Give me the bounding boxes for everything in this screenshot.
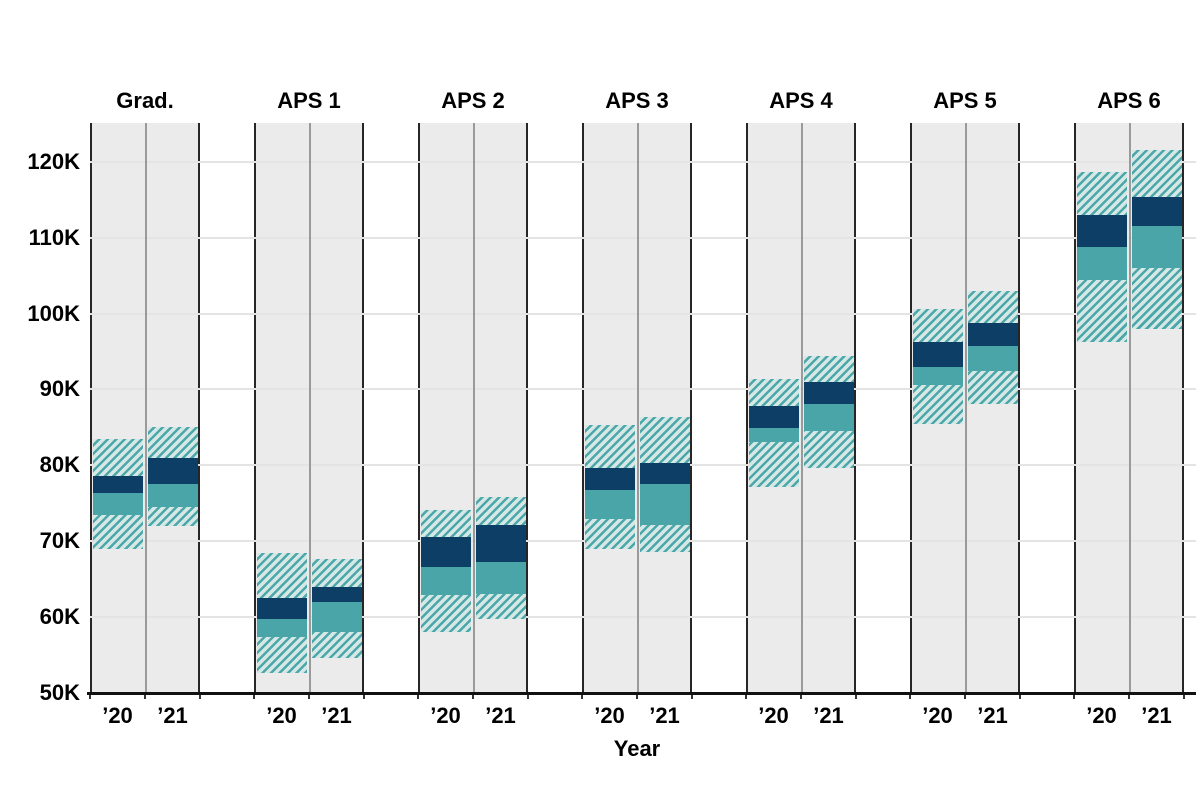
bar-aps-4-2021-upper-band <box>803 381 854 404</box>
y-tick-label-120K: 120K <box>27 148 80 174</box>
gridline-90K <box>90 388 1196 391</box>
bar-aps-5-2020-lower-band <box>912 367 963 385</box>
y-tick-label-60K: 60K <box>39 604 80 630</box>
x-tick-label-aps-1-2020: ’20 <box>266 703 297 728</box>
axis-tick-aps-6-2 <box>1183 694 1185 699</box>
bar-aps-1-2021-upper-band <box>311 586 362 602</box>
column-divider-aps-1 <box>308 123 311 693</box>
y-tick-label-50K: 50K <box>39 680 80 705</box>
bar-aps-1-2021-lower-band <box>311 601 362 633</box>
axis-tick-grad-1 <box>144 694 146 699</box>
y-tick-label-110K: 110K <box>28 224 80 250</box>
axis-tick-aps-3-2 <box>691 694 693 699</box>
bar-grad-2020-lower-band <box>92 492 143 515</box>
bar-aps-3-2020-upper-band <box>584 467 635 490</box>
x-tick-label-aps-1-2021: ’21 <box>321 703 352 728</box>
group-label-aps-1: APS 1 <box>277 88 341 113</box>
gridline-120K <box>90 160 1196 163</box>
bar-grad-2021-upper-band <box>147 457 198 484</box>
x-tick-label-aps-4-2020: ’20 <box>758 703 789 728</box>
group-label-aps-4: APS 4 <box>769 88 833 113</box>
x-tick-label-grad-2020: ’20 <box>102 703 133 728</box>
axis-tick-grad-2 <box>199 694 201 699</box>
gridline-110K <box>90 236 1196 239</box>
axis-tick-aps-6-1 <box>1128 694 1130 699</box>
bar-aps-5-2021-upper-band <box>967 322 1018 347</box>
axis-tick-aps-1-2 <box>363 694 365 699</box>
axis-tick-aps-4-0 <box>745 694 747 699</box>
gridline-100K <box>90 312 1196 315</box>
bar-grad-2021-lower-band <box>147 483 198 508</box>
y-tick-label-70K: 70K <box>39 528 80 554</box>
axis-tick-aps-3-1 <box>636 694 638 699</box>
x-tick-label-aps-4-2021: ’21 <box>813 703 844 728</box>
axis-tick-aps-2-0 <box>417 694 419 699</box>
bar-aps-6-2021-upper-band <box>1131 196 1182 227</box>
y-tick-label-80K: 80K <box>39 452 80 478</box>
axis-tick-aps-4-1 <box>800 694 802 699</box>
bar-aps-2-2021-upper-band <box>475 525 526 562</box>
bar-aps-5-2020-upper-band <box>912 341 963 368</box>
x-axis-title: Year <box>613 736 661 761</box>
x-axis-line <box>87 691 1196 695</box>
y-tick-label-90K: 90K <box>39 376 80 402</box>
axis-tick-aps-5-2 <box>1019 694 1021 699</box>
y-tick-label-100K: 100K <box>27 300 80 326</box>
column-divider-aps-3 <box>636 123 639 693</box>
x-tick-label-aps-3-2020: ’20 <box>594 703 625 728</box>
column-divider-aps-2 <box>472 123 475 693</box>
x-tick-label-aps-6-2021: ’21 <box>1141 703 1172 728</box>
bar-aps-6-2020-lower-band <box>1076 246 1127 281</box>
bar-aps-5-2021-lower-band <box>967 346 1018 372</box>
column-divider-aps-4 <box>800 123 803 693</box>
bar-aps-3-2020-lower-band <box>584 489 635 520</box>
column-divider-aps-5 <box>964 123 967 693</box>
bar-aps-4-2021-lower-band <box>803 403 854 432</box>
column-divider-grad <box>144 123 147 693</box>
x-tick-label-aps-5-2021: ’21 <box>977 703 1008 728</box>
bar-aps-2-2020-upper-band <box>420 536 471 567</box>
axis-tick-aps-5-0 <box>909 694 911 699</box>
column-divider-aps-6 <box>1128 123 1131 693</box>
bar-aps-2-2020-lower-band <box>420 567 471 596</box>
bar-aps-1-2020-upper-band <box>256 598 307 619</box>
x-tick-label-grad-2021: ’21 <box>157 703 188 728</box>
bar-aps-1-2020-lower-band <box>256 618 307 637</box>
x-tick-label-aps-2-2020: ’20 <box>430 703 461 728</box>
x-tick-label-aps-5-2020: ’20 <box>922 703 953 728</box>
x-tick-label-aps-3-2021: ’21 <box>649 703 680 728</box>
axis-tick-aps-1-0 <box>253 694 255 699</box>
axis-tick-aps-1-1 <box>308 694 310 699</box>
bar-aps-4-2020-upper-band <box>748 406 799 429</box>
x-tick-label-aps-6-2020: ’20 <box>1086 703 1117 728</box>
x-tick-label-aps-2-2021: ’21 <box>485 703 516 728</box>
axis-tick-aps-5-1 <box>964 694 966 699</box>
bar-aps-6-2020-upper-band <box>1076 214 1127 247</box>
group-label-aps-3: APS 3 <box>605 88 669 113</box>
bar-aps-6-2021-lower-band <box>1131 226 1182 268</box>
group-label-aps-6: APS 6 <box>1097 88 1161 113</box>
bar-aps-4-2020-lower-band <box>748 428 799 442</box>
axis-tick-aps-6-0 <box>1073 694 1075 699</box>
bar-aps-3-2021-upper-band <box>639 463 690 485</box>
bar-aps-3-2021-lower-band <box>639 484 690 526</box>
axis-tick-aps-4-2 <box>855 694 857 699</box>
axis-tick-aps-3-0 <box>581 694 583 699</box>
bar-grad-2020-upper-band <box>92 475 143 493</box>
axis-tick-aps-2-2 <box>527 694 529 699</box>
group-label-grad: Grad. <box>116 88 174 113</box>
group-label-aps-2: APS 2 <box>441 88 505 113</box>
group-label-aps-5: APS 5 <box>933 88 997 113</box>
gridline-60K <box>90 616 1196 619</box>
bar-aps-2-2021-lower-band <box>475 561 526 594</box>
axis-tick-aps-2-1 <box>472 694 474 699</box>
axis-tick-grad-0 <box>89 694 91 699</box>
